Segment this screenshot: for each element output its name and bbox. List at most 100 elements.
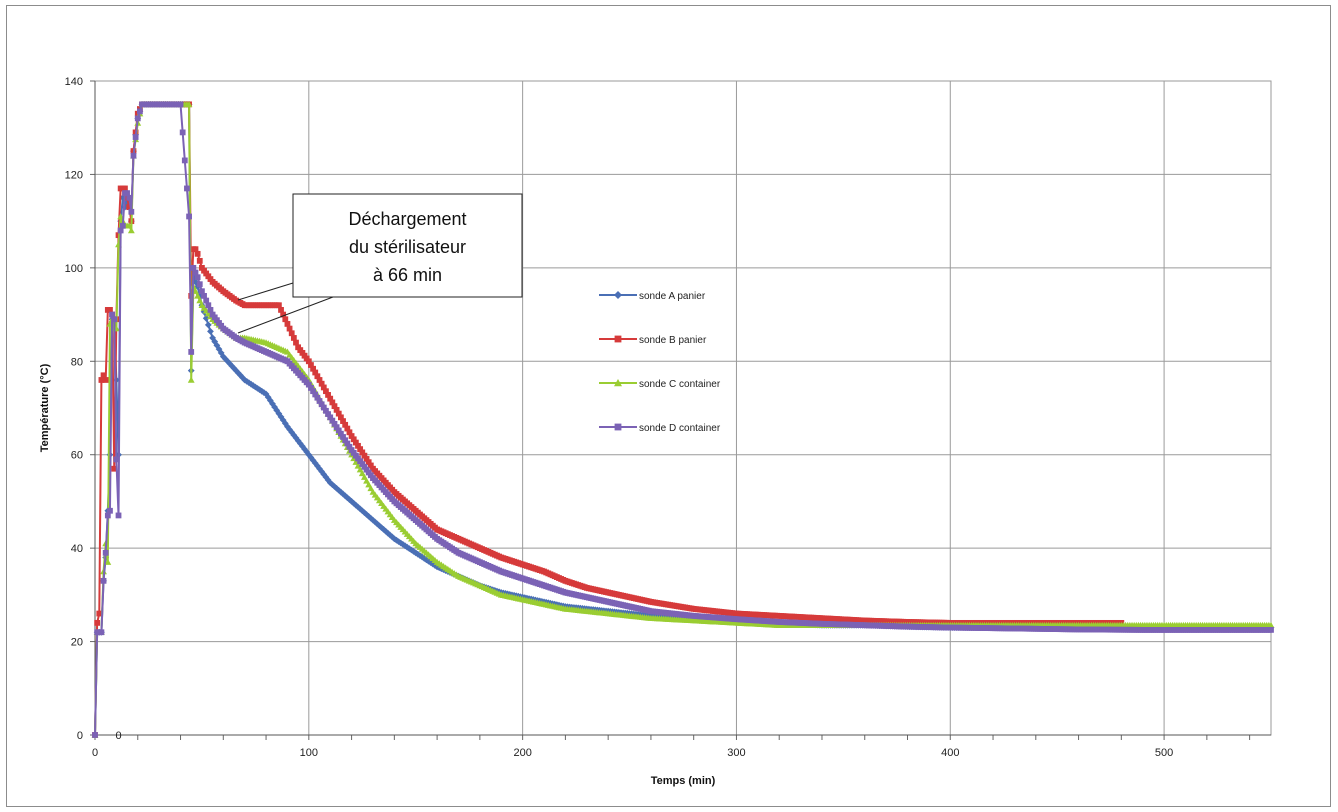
y-tick-label: 140	[65, 76, 83, 88]
data-point	[365, 459, 372, 466]
data-point	[314, 394, 321, 401]
data-point	[316, 465, 323, 473]
x-tick-label: 200	[513, 747, 531, 759]
data-point	[335, 427, 342, 434]
data-point	[305, 381, 312, 388]
x-tick-label: 100	[300, 747, 318, 759]
data-point	[331, 420, 338, 427]
data-point	[179, 129, 186, 136]
data-point	[318, 401, 325, 408]
data-point	[282, 316, 289, 323]
annotation-line-1: Déchargement	[348, 209, 466, 229]
data-point	[338, 414, 344, 421]
data-point	[128, 208, 135, 215]
data-point	[104, 558, 112, 565]
legend-label: sonde C container	[639, 379, 721, 390]
legend-label: sonde B panier	[639, 335, 707, 346]
data-point	[192, 269, 199, 276]
data-point	[335, 410, 342, 417]
data-point	[98, 377, 105, 383]
data-point	[96, 610, 103, 617]
data-point	[177, 101, 184, 108]
data-point	[325, 411, 331, 417]
data-point	[342, 437, 349, 444]
data-point	[113, 456, 120, 463]
data-point	[132, 134, 139, 140]
data-point	[305, 358, 312, 365]
data-point	[329, 417, 336, 424]
data-point	[185, 100, 193, 108]
data-point	[310, 365, 316, 372]
data-point	[247, 380, 255, 388]
data-point	[327, 395, 334, 402]
data-point	[196, 297, 204, 304]
series-line	[94, 103, 1122, 736]
data-point	[192, 287, 199, 294]
data-point	[130, 152, 137, 159]
data-point	[186, 213, 192, 220]
series-3	[91, 100, 1275, 738]
data-point	[333, 424, 340, 431]
chart-frame	[6, 5, 1331, 807]
data-point	[375, 522, 383, 530]
data-point	[111, 465, 118, 472]
data-point	[338, 430, 344, 437]
data-point	[107, 307, 113, 313]
data-point	[314, 373, 321, 380]
x-tick-label: 500	[1155, 747, 1173, 759]
data-point	[352, 439, 359, 446]
data-point	[359, 449, 366, 456]
data-point	[127, 227, 135, 234]
data-point	[378, 524, 385, 531]
legend-item-4: sonde D container	[599, 423, 721, 434]
data-point	[243, 377, 251, 385]
legend-label: sonde A panier	[639, 291, 706, 302]
data-point	[320, 470, 328, 478]
legend-item-1: sonde A panier	[599, 291, 706, 302]
data-point	[122, 185, 128, 192]
data-point	[350, 436, 357, 443]
data-point	[395, 538, 403, 546]
data-point	[194, 274, 201, 281]
data-point	[346, 429, 353, 436]
data-point	[286, 325, 293, 332]
y-tick-label: 20	[71, 637, 83, 649]
legend-swatch-marker	[614, 335, 622, 343]
data-point	[196, 281, 203, 288]
data-point	[230, 364, 238, 372]
data-point	[100, 577, 107, 584]
data-point	[117, 227, 124, 234]
legend: sonde A panier sonde B panier sonde C cont…	[599, 291, 721, 434]
data-point	[293, 339, 299, 346]
data-point	[181, 157, 188, 164]
y-tick-label: 80	[71, 356, 83, 368]
data-point	[204, 321, 212, 329]
data-point	[316, 377, 323, 383]
data-point	[201, 292, 207, 299]
data-point	[320, 384, 327, 391]
data-point	[320, 404, 327, 411]
series-line	[94, 103, 1271, 736]
data-point	[111, 316, 118, 323]
data-point	[107, 507, 113, 514]
data-point	[322, 473, 330, 481]
data-point	[126, 194, 133, 201]
data-point	[137, 108, 143, 115]
data-point	[325, 392, 331, 398]
legend-swatch-marker	[614, 291, 622, 299]
data-point	[1267, 621, 1275, 628]
data-point	[234, 369, 242, 377]
data-point	[309, 456, 317, 464]
data-point	[260, 389, 268, 396]
axis-layer: 0 20 40 60 80 100 120 140 0 100 200 300 400 500 0 Temps…	[39, 76, 1271, 787]
y-axis-title: Température (°C)	[39, 363, 51, 452]
data-point	[102, 377, 109, 383]
data-point	[344, 425, 351, 432]
annotation-layer: Déchargement du stérilisateur à 66 min	[237, 193, 523, 334]
data-point	[187, 376, 195, 383]
data-point	[207, 307, 214, 313]
data-point	[312, 391, 319, 398]
x-axis-title: Temps (min)	[651, 775, 716, 787]
data-point	[280, 311, 287, 318]
data-point	[323, 388, 329, 395]
